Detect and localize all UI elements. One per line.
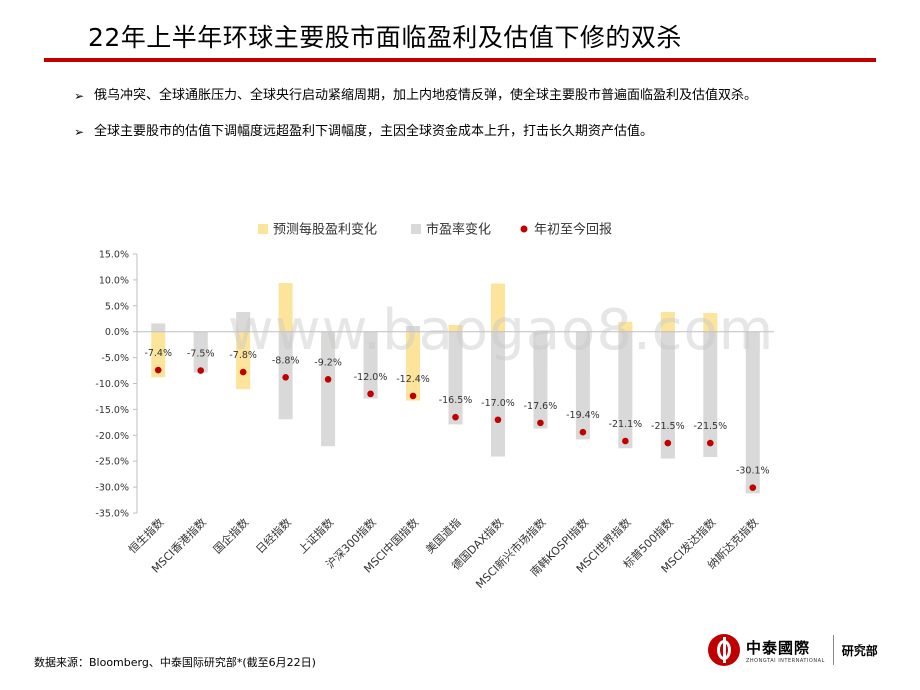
ytd-return-marker — [749, 484, 757, 491]
pe-change-bar — [660, 331, 675, 459]
eps-change-bar — [618, 321, 633, 332]
pe-change-bar — [193, 331, 208, 373]
ytd-return-label: -8.8% — [272, 355, 300, 366]
ytd-return-marker — [494, 416, 502, 424]
eps-change-bar — [151, 331, 166, 378]
ytd-return-label: -30.1% — [736, 466, 770, 477]
eps-change-bar — [490, 283, 505, 332]
valuation-earnings-chart: 15.0% 10.0% 5.0% 0.0% -5.0% -10.0% -15.0% -20.0… — [95, 222, 774, 591]
y-tick-label: -20.0% — [95, 431, 129, 442]
x-category-label: 国企指数 — [210, 515, 251, 556]
y-tick-label: -35.0% — [95, 509, 129, 520]
x-category-label: MSCI新兴市场指数 — [473, 515, 549, 591]
eps-change-bar — [660, 312, 675, 332]
pe-change-bar — [448, 331, 463, 425]
y-tick-label: -15.0% — [95, 405, 129, 416]
pe-change-bar — [236, 312, 251, 332]
ytd-return-label: -21.1% — [609, 419, 643, 430]
pe-change-bar — [321, 331, 336, 447]
legend-eps-label: 预测每股盈利变化 — [273, 222, 377, 238]
zhongtai-logo-icon — [708, 634, 740, 666]
legend-return-label: 年初至今回报 — [534, 222, 612, 238]
ytd-return-marker — [707, 439, 714, 447]
ytd-return-marker — [197, 367, 204, 374]
ytd-return-label: -21.5% — [693, 421, 727, 432]
company-logo: 中泰國際 ZHONGTAI INTERNATIONAL 研究部 — [708, 634, 878, 666]
x-category-label: 日经指数 — [253, 515, 294, 556]
ytd-return-label: -7.8% — [229, 350, 257, 361]
ytd-return-marker — [409, 392, 417, 400]
pe-change-bar — [618, 331, 633, 449]
eps-change-bar — [448, 324, 463, 332]
logo-chinese-name: 中泰國際 — [746, 638, 811, 657]
x-category-label: 上证指数 — [295, 515, 336, 556]
logo-english-name: ZHONGTAI INTERNATIONAL — [746, 657, 825, 664]
y-tick-label: -30.0% — [95, 483, 129, 494]
ytd-return-marker — [664, 439, 672, 447]
pe-change-bar — [490, 331, 505, 457]
eps-change-bar — [703, 313, 718, 332]
y-tick-label: 15.0% — [99, 250, 129, 261]
ytd-return-label: -7.5% — [187, 349, 215, 360]
x-category-label: 美国道指 — [423, 515, 464, 556]
ytd-return-marker — [622, 437, 629, 445]
legend-pe-swatch — [411, 224, 421, 234]
ytd-return-label: -12.4% — [396, 374, 430, 385]
arrow-bullet-icon: ➢ — [74, 89, 85, 103]
ytd-return-marker — [239, 368, 247, 376]
bullet-item: ➢ 俄乌冲突、全球通胀压力、全球央行启动紧缩周期，加上内地疫情反弹，使全球主要股… — [74, 86, 864, 106]
eps-change-bar — [406, 331, 421, 401]
ytd-return-marker — [537, 419, 544, 427]
eps-change-bar — [236, 331, 251, 390]
y-tick-label: 10.0% — [99, 275, 129, 286]
pe-change-bar — [151, 323, 166, 332]
pe-change-bar — [745, 331, 760, 494]
page-number: 5 — [857, 642, 864, 655]
eps-change-bar — [278, 283, 293, 332]
y-tick-label: -5.0% — [101, 353, 129, 364]
ytd-return-marker — [452, 413, 459, 421]
y-tick-label: -25.0% — [95, 457, 129, 468]
ytd-return-marker — [282, 373, 289, 381]
arrow-bullet-icon: ➢ — [74, 125, 85, 139]
title-divider — [44, 58, 876, 62]
ytd-return-label: -9.2% — [314, 357, 342, 368]
ytd-return-label: -21.5% — [651, 421, 685, 432]
legend-return-swatch — [520, 225, 528, 233]
ytd-return-label: -7.4% — [144, 348, 172, 359]
pe-change-bar — [703, 331, 718, 458]
ytd-return-marker — [154, 366, 162, 374]
legend-pe-label: 市盈率变化 — [426, 222, 491, 238]
pe-change-bar — [406, 326, 421, 332]
ytd-return-marker — [579, 428, 587, 436]
bullet-text: 俄乌冲突、全球通胀压力、全球央行启动紧缩周期，加上内地疫情反弹，使全球主要股市普… — [94, 88, 758, 103]
ytd-return-label: -12.0% — [354, 372, 388, 383]
ytd-return-marker — [324, 376, 332, 383]
ytd-return-label: -19.4% — [566, 410, 600, 421]
bullet-text: 全球主要股市的估值下调幅度远超盈利下调幅度，主因全球资金成本上升，打击长久期资产… — [94, 124, 654, 139]
y-tick-label: -10.0% — [95, 379, 129, 390]
legend-eps-swatch — [258, 224, 268, 234]
data-source-note: 数据来源：Bloomberg、中泰国际研究部*(截至6月22日) — [34, 656, 316, 669]
bullet-list: ➢ 俄乌冲突、全球通胀压力、全球央行启动紧缩周期，加上内地疫情反弹，使全球主要股… — [74, 86, 864, 158]
y-tick-label: 5.0% — [105, 301, 129, 312]
ytd-return-label: -17.6% — [524, 401, 558, 412]
ytd-return-label: -16.5% — [439, 395, 473, 406]
ytd-return-label: -17.0% — [481, 398, 515, 409]
pe-change-bar — [575, 331, 590, 440]
page-title: 22年上半年环球主要股市面临盈利及估值下修的双杀 — [88, 23, 682, 52]
department-label: 研究部 — [841, 643, 878, 658]
logo-divider — [832, 635, 834, 665]
bullet-item: ➢ 全球主要股市的估值下调幅度远超盈利下调幅度，主因全球资金成本上升，打击长久期… — [74, 122, 864, 142]
pe-change-bar — [533, 331, 548, 429]
pe-change-bar — [363, 331, 378, 399]
ytd-return-marker — [367, 390, 374, 398]
y-tick-label: 0.0% — [105, 327, 129, 338]
x-category-label: 恒生指数 — [125, 515, 166, 556]
